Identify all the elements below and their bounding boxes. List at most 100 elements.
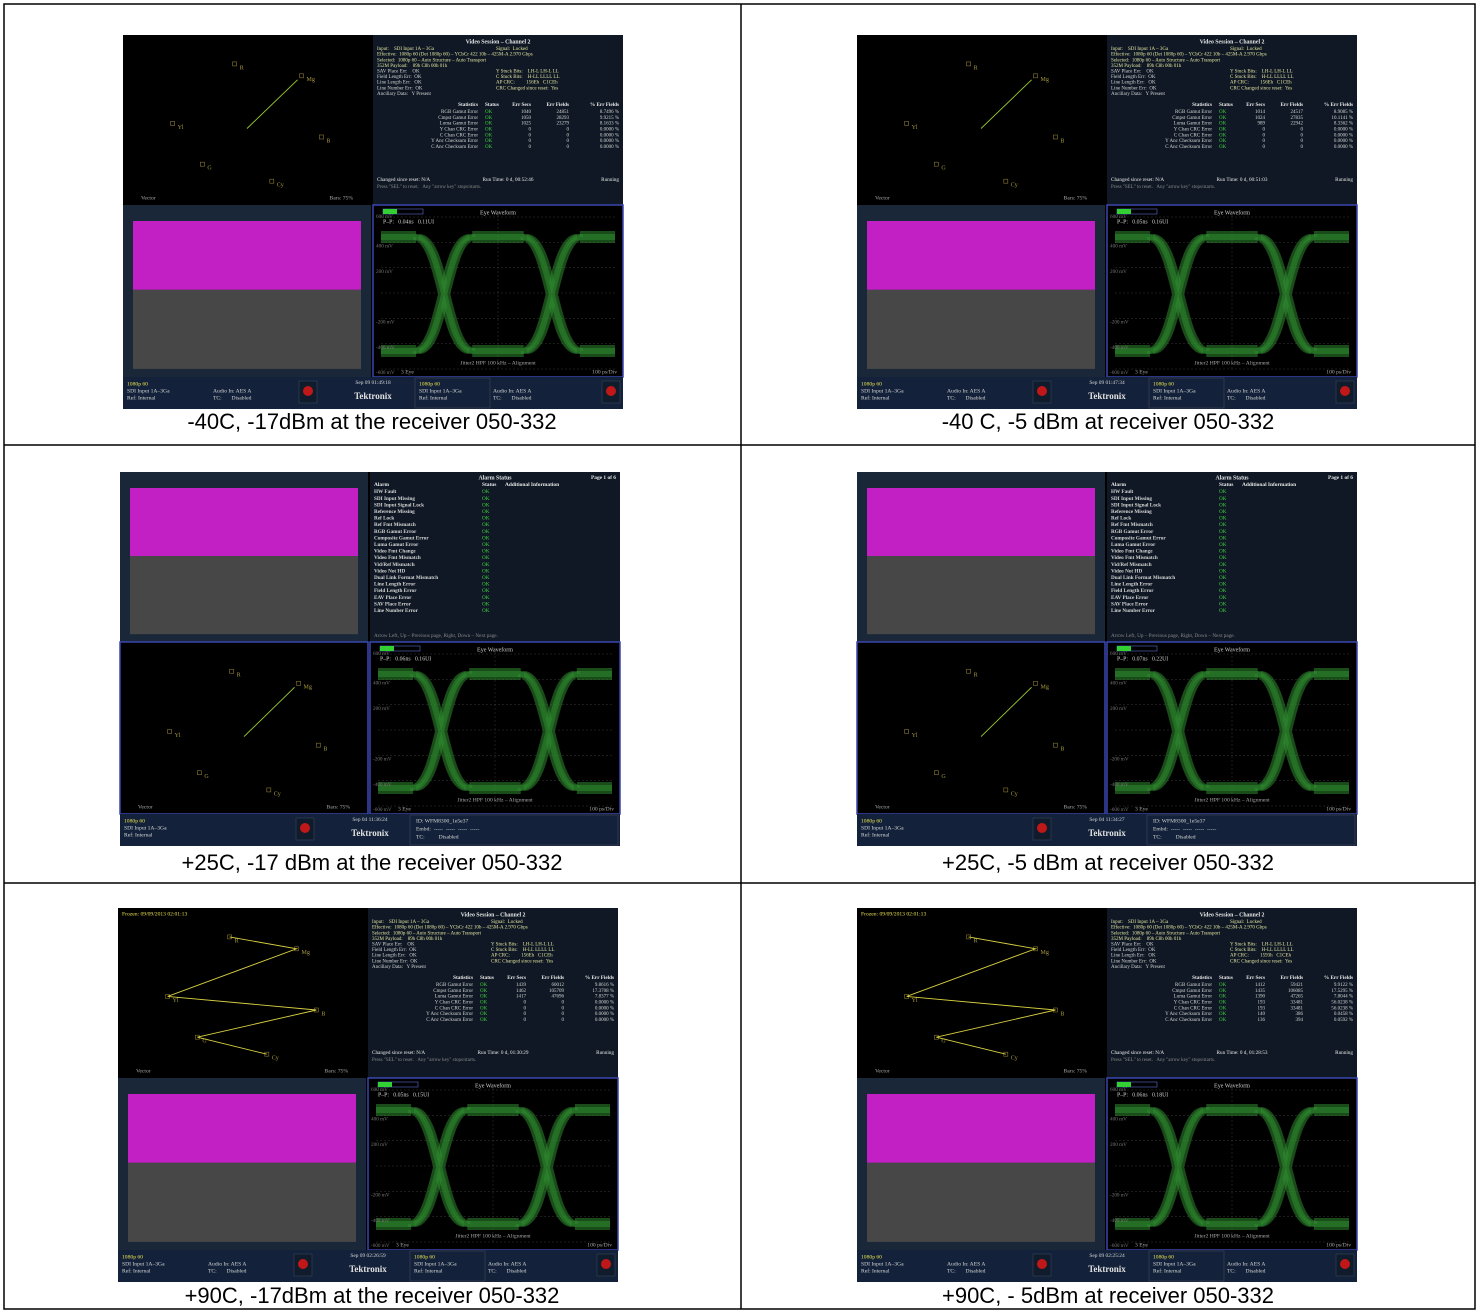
vector-label: Cy — [1011, 1056, 1018, 1062]
eye-axis-label: -200 mV — [373, 757, 392, 763]
session-panel — [1107, 35, 1357, 205]
vector-target — [1003, 1051, 1009, 1057]
session-line: Line Number Err: OK — [1111, 86, 1157, 91]
stats-cell: 47696 — [552, 995, 565, 1000]
alarm-cell: EAV Place Error — [1111, 595, 1149, 601]
eye-trace — [1115, 234, 1349, 357]
session-hint: Press "SEL" to reset. Any "arrow key" st… — [1111, 185, 1215, 190]
stats-cell: 1040 — [521, 110, 532, 115]
amplitude-fill — [378, 1082, 392, 1087]
eye-scale: 100 ps/Div — [587, 1242, 612, 1248]
stats-cell: 0 — [1263, 128, 1266, 133]
vector-panel — [118, 908, 366, 1078]
vector-panel — [856, 641, 1106, 815]
stats-cell: OK — [1219, 145, 1227, 150]
alarm-cell: OK — [482, 549, 490, 555]
alarm-cell: OK — [1219, 595, 1227, 601]
stats-header: Err Fields — [546, 102, 569, 108]
status-id: Embd: ----- ----- ----- ----- — [416, 826, 479, 832]
stats-cell: 7.8377 % — [595, 995, 614, 1000]
eye-mode: 3 Eye — [1135, 369, 1148, 375]
stats-cell: OK — [485, 139, 493, 144]
vector-label: Yl — [912, 733, 918, 739]
picture-gray — [867, 289, 1095, 369]
stats-cell: 0.0000 % — [1334, 133, 1353, 138]
stats-cell: 8.3362 % — [1334, 122, 1353, 127]
alarm-cell: Line Length Error — [374, 582, 416, 588]
vector-target — [1003, 178, 1009, 184]
stats-cell: OK — [480, 1001, 488, 1006]
vector-target — [966, 61, 971, 67]
stats-cell: 9.9215 % — [600, 116, 619, 121]
eye-scale: 100 ps/Div — [1326, 369, 1351, 375]
stats-cell: Y Chan CRC Error — [435, 1001, 474, 1006]
stats-cell: OK — [485, 128, 493, 133]
alarm-cell: Vid/Ref Mismatch — [1111, 562, 1152, 568]
stats-cell: 1050 — [521, 116, 532, 121]
alert-icon — [1340, 1259, 1350, 1269]
alarm-cell: Composite Gamut Error — [374, 535, 429, 541]
session-line: Line Number Err: OK — [372, 959, 418, 964]
alarm-panel — [370, 472, 620, 642]
eye-axis-label: 200 mV — [1110, 706, 1127, 712]
session-line: CRC Changed since reset: Yes — [1230, 959, 1292, 964]
stats-cell: 0.0000 % — [600, 139, 619, 144]
eye-axis-label: -600 mV — [376, 370, 395, 376]
stats-cell: C Anc Checksum Error — [431, 145, 478, 150]
vector-target — [934, 770, 939, 776]
stats-cell: 0 — [524, 1006, 527, 1011]
vector-target — [1033, 680, 1038, 686]
alarm-cell: OK — [482, 588, 490, 594]
eye-mode: 3 Eye — [398, 806, 411, 812]
session-line: Signal: Locked — [491, 920, 523, 925]
stats-header: Status — [485, 102, 499, 108]
session-line: Field Length Err: OK — [1111, 75, 1156, 80]
stats-cell: 0.0592 % — [1334, 1018, 1353, 1023]
status-group — [1148, 377, 1225, 409]
session-line: Effective: 1080p 60 (Det 1080p 60) – YCb… — [377, 53, 533, 58]
status-line: 1080p 60 — [861, 818, 882, 824]
vector-label: R — [974, 673, 978, 679]
status-line: Ref: Internal — [414, 1267, 443, 1274]
alarm-cell: OK — [482, 496, 490, 502]
status-line: 1080p 60 — [1153, 1254, 1174, 1260]
stats-cell: 17.5295 % — [1331, 989, 1353, 994]
vector-panel — [123, 35, 371, 205]
picture-magenta — [130, 488, 358, 556]
eye-axis-label: 200 mV — [1110, 269, 1127, 275]
alarm-cell: OK — [1219, 549, 1227, 555]
stats-cell: 1412 — [1255, 983, 1266, 988]
stats-cell: C Anc Checksum Error — [1165, 1018, 1212, 1023]
stats-header: Err Fields — [1280, 975, 1303, 981]
vector-panel — [857, 908, 1105, 1078]
alarm-cell: OK — [482, 535, 490, 541]
alarm-cell: OK — [1219, 529, 1227, 535]
stats-cell: 0 — [1263, 145, 1266, 150]
status-group — [414, 377, 491, 409]
alarm-cell: Ref Lock — [374, 516, 394, 522]
stats-cell: 0.0000 % — [600, 145, 619, 150]
stats-cell: OK — [485, 116, 493, 121]
eye-axis-label: -600 mV — [1110, 1243, 1129, 1249]
eye-filter: Jitter2 HPF 100 kHz – Alignment — [460, 360, 536, 366]
eye-filter: Jitter2 HPF 100 kHz – Alignment — [457, 797, 533, 803]
vector-panel — [119, 641, 369, 815]
alarm-header: Alarm — [1111, 482, 1126, 488]
alarm-cell: OK — [1219, 496, 1227, 502]
stats-cell: 1390 — [1255, 995, 1266, 1000]
session-line: Signal: Locked — [1230, 47, 1262, 52]
stats-cell: 0 — [529, 128, 532, 133]
stats-cell: 1417 — [516, 995, 527, 1000]
alarm-cell: Video Fmt Mismatch — [374, 555, 421, 561]
alarm-cell: OK — [482, 489, 490, 495]
status-date: Sep 09 01:49:18 — [355, 380, 391, 386]
session-line: SAV Place Err: OK — [1111, 70, 1154, 75]
stats-cell: 47265 — [1291, 995, 1304, 1000]
alarm-cell: OK — [1219, 601, 1227, 607]
status-line: 1080p 60 — [127, 381, 148, 387]
alarm-cell: OK — [1219, 608, 1227, 614]
alarm-cell: HW Fault — [374, 489, 397, 495]
vector-target — [296, 680, 301, 686]
status-line: SDI Input 1A–3Ga — [419, 388, 462, 394]
stats-header: % Err Fields — [1324, 975, 1353, 981]
